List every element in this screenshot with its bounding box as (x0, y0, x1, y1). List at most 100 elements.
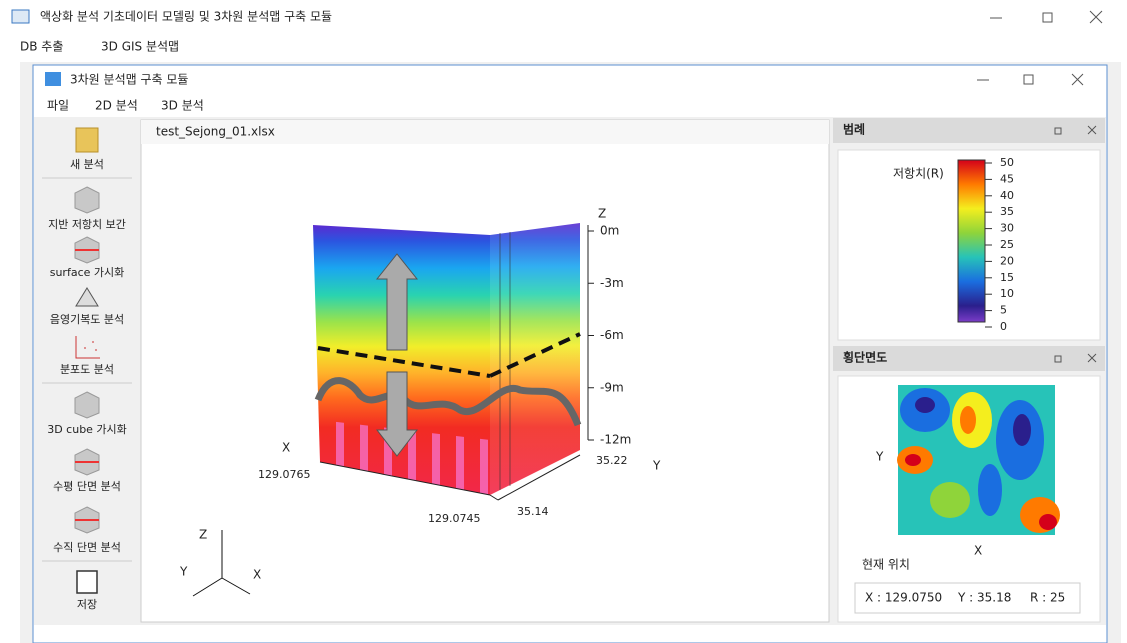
close-button[interactable] (1087, 125, 1097, 135)
y-tick-label: 35.22 (596, 454, 628, 467)
gizmo-lines (192, 530, 251, 597)
gizmo-label: Y (179, 565, 188, 579)
menu-item[interactable]: 파일 (47, 99, 69, 113)
inner-title: 3차원 분석맵 구축 모듈 (70, 73, 188, 87)
colorbar-label: 25 (1000, 238, 1014, 251)
axis-gizmo: Z Y X (179, 528, 261, 597)
colorbar-label: 10 (1000, 287, 1014, 300)
float-button[interactable] (1054, 355, 1062, 363)
toolbar-button[interactable]: 3D cube 가시화 (47, 391, 127, 436)
toolbar-button[interactable]: 수직 단면 분석 (53, 506, 121, 554)
z-axis-label: Z (598, 207, 606, 221)
toolbar-label: 3D cube 가시화 (47, 423, 127, 436)
position-value: X : 129.0750 (865, 591, 942, 605)
toolbar-button[interactable]: 저장 (76, 570, 98, 611)
boundary-line (489, 332, 581, 378)
toolbar-label: 새 분석 (70, 158, 104, 171)
section-x-label: X (974, 544, 982, 558)
float-button[interactable] (1054, 127, 1062, 135)
x-tick-label: 129.0765 (258, 468, 311, 481)
x-axis-line (319, 461, 491, 496)
hill-icon (75, 287, 99, 307)
section-map (897, 385, 1060, 535)
cube-front-texture (320, 420, 490, 495)
colorbar-label: 35 (1000, 205, 1014, 218)
toolbar-label: 분포도 분석 (60, 363, 114, 376)
close-button[interactable] (1087, 353, 1097, 363)
legend-label: 저항치(R) (893, 167, 944, 181)
depth-label: -12m (600, 433, 631, 447)
panel-title: 횡단면도 (843, 350, 887, 365)
toolbar-button[interactable]: 음영기복도 분석 (50, 287, 124, 326)
close-button[interactable] (1089, 10, 1103, 24)
x-tick-label: 129.0745 (428, 512, 481, 525)
colorbar (957, 159, 986, 323)
toolbar-label: 저장 (77, 598, 97, 611)
colorbar-label: 0 (1000, 320, 1007, 333)
folder-icon (75, 127, 99, 153)
panel-header (833, 118, 1105, 143)
colorbar-label: 50 (1000, 156, 1014, 169)
toolbar-button[interactable]: 분포도 분석 (60, 336, 114, 376)
toolbar-label: 수평 단면 분석 (53, 480, 121, 493)
boundary-line (317, 346, 491, 378)
up-arrow (375, 253, 419, 351)
x-axis-label: X (282, 441, 290, 455)
panel-header (833, 346, 1105, 371)
viewer-tab[interactable]: test_Sejong_01.xlsx (156, 125, 275, 139)
restore-button[interactable] (1042, 12, 1053, 23)
restore-button[interactable] (1023, 74, 1034, 85)
gizmo-label: Z (199, 528, 207, 542)
menu-item[interactable]: DB 추출 (20, 40, 63, 54)
app-icon (11, 9, 30, 24)
position-box (854, 582, 1081, 614)
toolbar-label: surface 가시화 (50, 266, 125, 279)
down-arrow (375, 371, 419, 457)
toolbar-label: 음영기복도 분석 (50, 313, 124, 326)
menu-item[interactable]: 3D GIS 분석맵 (101, 40, 179, 54)
map-blob (960, 406, 976, 434)
gizmo-label: X (253, 568, 261, 582)
inner-icon (45, 72, 61, 86)
y-axis-line (489, 454, 581, 501)
depth-label: -3m (600, 276, 624, 290)
panel-title: 범례 (843, 122, 865, 137)
y-axis-label: Y (652, 459, 661, 473)
window-title: 액상화 분석 기초데이터 모델링 및 3차원 분석맵 구축 모듈 (40, 10, 332, 24)
colorbar-label: 40 (1000, 189, 1014, 202)
map-blob (1039, 514, 1057, 530)
map-blob (1013, 414, 1031, 446)
depth-label: -9m (600, 380, 624, 394)
toolbar-label: 수직 단면 분석 (53, 541, 121, 554)
colorbar-label: 15 (1000, 271, 1014, 284)
scatter-icon (75, 336, 100, 359)
section-y-label: Y (875, 450, 884, 464)
viewer-tab-bar (141, 120, 829, 144)
surface-line (314, 377, 582, 427)
cube (313, 223, 589, 501)
cube-icon (74, 391, 100, 419)
map-blob (930, 482, 970, 518)
map-blob (905, 454, 921, 466)
toolbar-button[interactable]: 수평 단면 분석 (53, 448, 121, 493)
map-blob (978, 464, 1002, 516)
toolbar-label: 지반 저항치 보간 (48, 218, 126, 231)
position-value: Y : 35.18 (957, 591, 1011, 605)
close-button[interactable] (1071, 73, 1084, 86)
colorbar-label: 20 (1000, 254, 1014, 267)
save-icon (76, 570, 98, 594)
menu-item[interactable]: 3D 분석 (161, 99, 204, 113)
toolbar-button[interactable]: 새 분석 (70, 127, 104, 171)
toolbar-button[interactable]: 지반 저항치 보간 (48, 186, 126, 231)
menu-item[interactable]: 2D 분석 (95, 99, 138, 113)
colorbar-label: 45 (1000, 172, 1014, 185)
position-value: R : 25 (1030, 591, 1065, 605)
depth-label: 0m (600, 224, 619, 238)
cube-side (490, 223, 580, 495)
toolbar-button[interactable]: surface 가시화 (50, 236, 125, 279)
y-tick-label: 35.14 (517, 505, 549, 518)
